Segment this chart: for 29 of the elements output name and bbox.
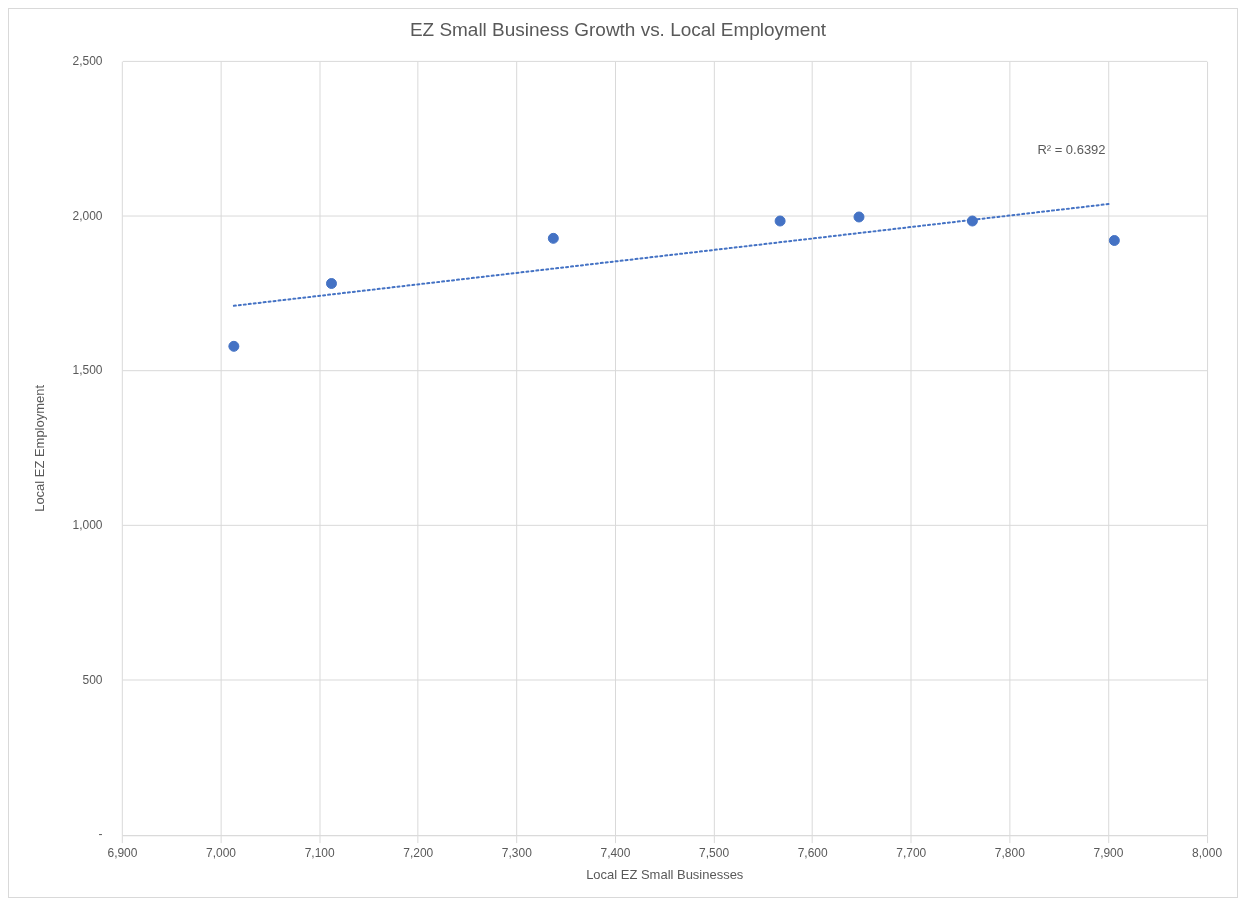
y-tick-label: 2,500 (72, 53, 103, 68)
y-tick-label: 1,000 (72, 518, 103, 533)
annotation: R² = 0.6392 (1037, 141, 1106, 157)
x-tick-label: 7,200 (403, 845, 434, 860)
x-tick-label: 6,900 (107, 845, 138, 860)
x-tick-label: 8,000 (1192, 845, 1223, 860)
point (774, 215, 786, 227)
y-tick-label: - (98, 827, 103, 842)
point (853, 211, 865, 223)
x-tick-label: 7,400 (600, 845, 631, 860)
point (547, 232, 559, 244)
x-tick-label: 7,900 (1093, 845, 1124, 860)
x-axis-title: Local EZ Small Businesses (586, 866, 744, 882)
x-tick-label: 7,000 (206, 845, 237, 860)
y-axis-title: Local EZ Employment (32, 384, 48, 512)
point (228, 340, 240, 352)
x-tick-label: 7,600 (797, 845, 828, 860)
x-tick-label: 7,300 (501, 845, 533, 860)
point (325, 278, 337, 289)
point (1108, 235, 1120, 246)
x-tick-label: 7,700 (896, 845, 927, 860)
y-tick-label: 2,000 (72, 208, 103, 223)
y-tick-label: 500 (82, 672, 103, 687)
x-tick-label: 7,800 (994, 845, 1026, 860)
y-tick-label: 1,500 (72, 363, 103, 378)
x-tick-label: 7,500 (699, 845, 730, 860)
point (966, 215, 978, 227)
chart-title: EZ Small Business Growth vs. Local Employment (409, 18, 827, 40)
x-tick-label: 7,100 (304, 845, 335, 860)
